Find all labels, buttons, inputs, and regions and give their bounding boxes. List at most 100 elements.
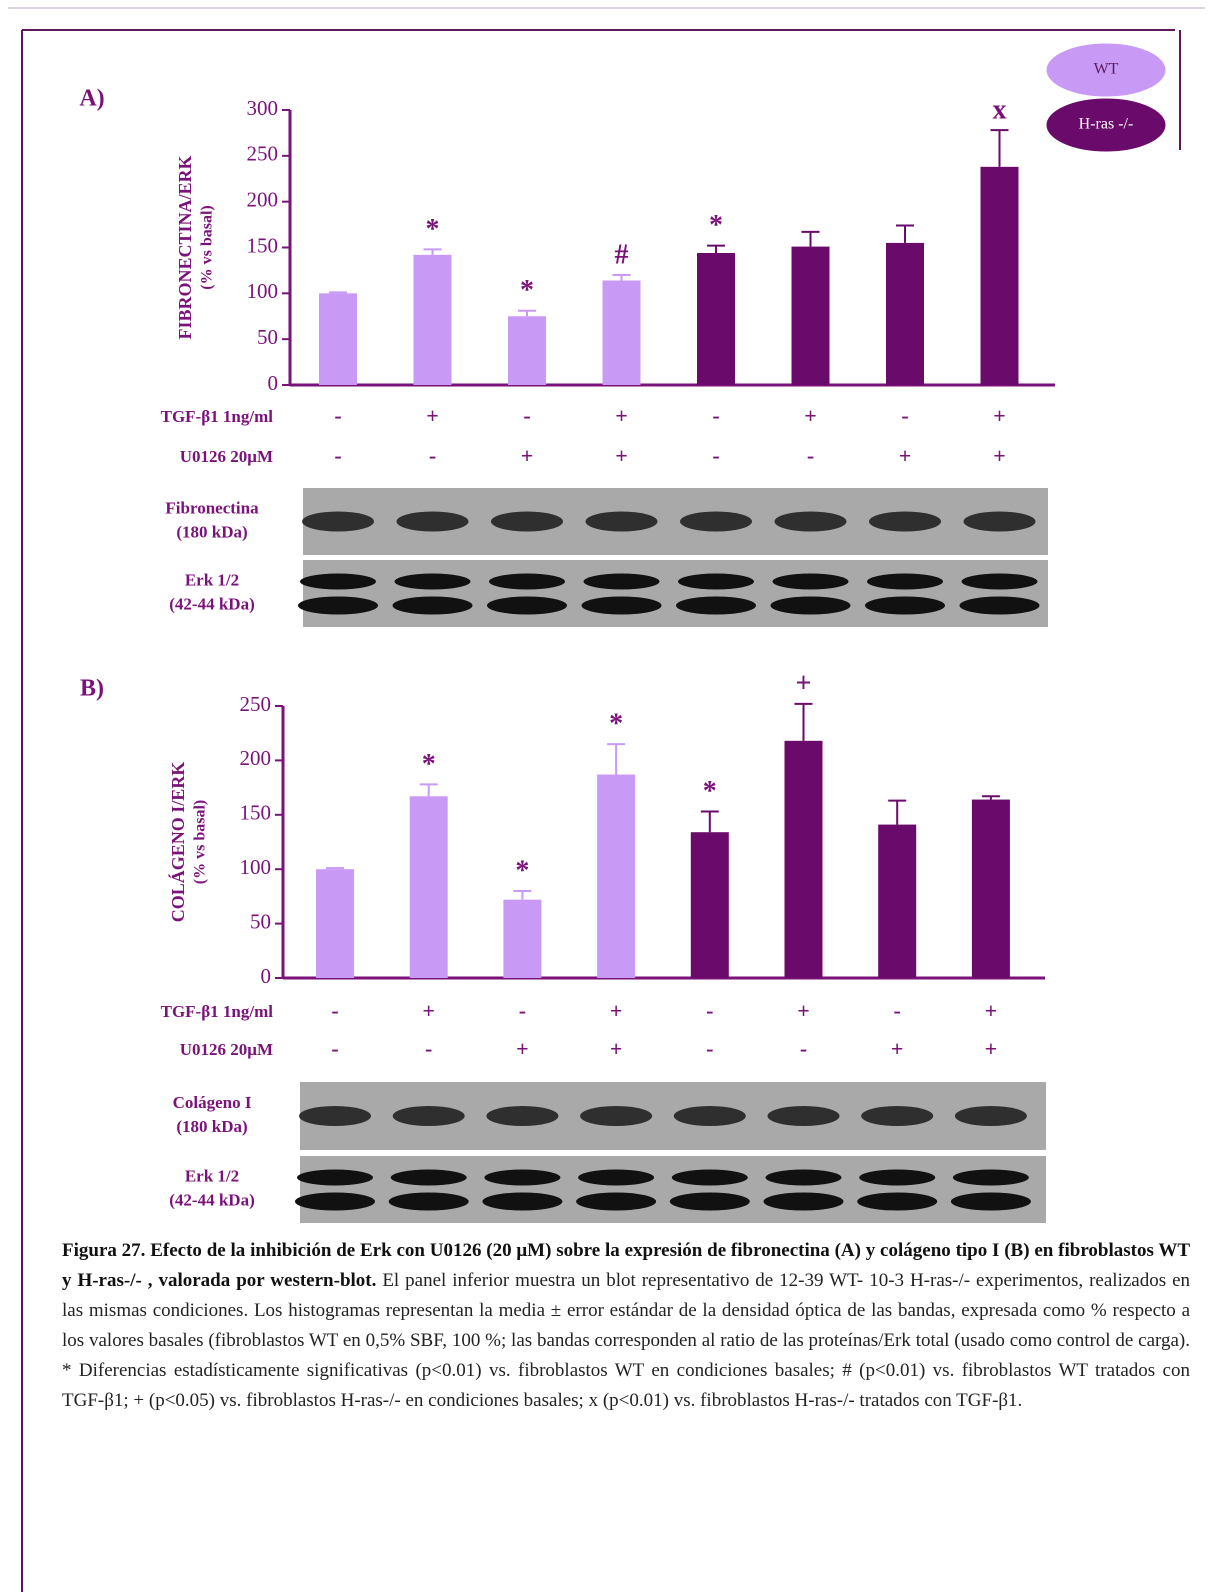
y-tick-label: 150: [240, 801, 272, 825]
y-tick-label: 0: [268, 371, 279, 395]
y-tick-label: 300: [247, 96, 279, 120]
treatment-sign: -: [334, 403, 341, 428]
y-axis-subtitle: (% vs basal): [192, 800, 209, 884]
blot-band: [768, 1106, 840, 1126]
bar: [508, 316, 546, 385]
treatment-sign: +: [521, 443, 534, 468]
blot-band: [766, 1170, 842, 1186]
blot-band: [299, 1106, 371, 1126]
bar: [410, 796, 448, 978]
bar: [319, 293, 357, 385]
significance-marker: *: [520, 275, 534, 306]
blot-band: [955, 1106, 1027, 1126]
bar: [886, 243, 924, 385]
blot-label: Erk 1/2: [185, 570, 239, 589]
y-tick-label: 50: [250, 909, 271, 933]
blot-band: [678, 574, 754, 590]
blot-label: Colágeno I: [173, 1093, 252, 1112]
y-tick-label: 100: [240, 855, 272, 879]
treatment-sign: -: [712, 443, 719, 468]
blot-image: [303, 560, 1048, 627]
blot-band: [489, 574, 565, 590]
blot-band: [393, 597, 473, 615]
significance-marker: #: [615, 239, 629, 270]
y-tick-label: 0: [261, 964, 272, 988]
bar: [972, 800, 1010, 978]
y-tick-label: 200: [247, 187, 279, 211]
blot-band: [869, 512, 941, 532]
y-axis-title: COLÁGENO I/ERK: [167, 762, 188, 923]
blot-sublabel: (42-44 kDa): [169, 1190, 254, 1209]
blot-sublabel: (180 kDa): [176, 1117, 247, 1136]
significance-marker: *: [703, 776, 717, 807]
row-label: U0126 20μM: [180, 447, 273, 466]
blot-label: Erk 1/2: [185, 1166, 239, 1185]
bar: [603, 281, 641, 386]
treatment-sign: -: [706, 1036, 713, 1061]
blot-band: [397, 512, 469, 532]
blot-band: [861, 1106, 933, 1126]
bar: [503, 900, 541, 978]
blot-band: [951, 1193, 1031, 1211]
y-axis-title: FIBRONECTINA/ERK: [175, 155, 195, 339]
blot-label: Fibronectina: [165, 498, 259, 517]
significance-marker: *: [422, 749, 436, 780]
significance-marker: *: [709, 210, 723, 241]
blot-band: [672, 1170, 748, 1186]
blot-band: [491, 512, 563, 532]
treatment-sign: +: [985, 1036, 998, 1061]
y-tick-label: 200: [240, 746, 272, 770]
row-label: U0126 20μM: [180, 1040, 273, 1059]
treatment-sign: -: [523, 403, 530, 428]
treatment-sign: +: [797, 998, 810, 1023]
treatment-sign: -: [331, 998, 338, 1023]
blot-band: [300, 574, 376, 590]
bar: [414, 255, 452, 385]
treatment-sign: +: [516, 1036, 529, 1061]
blot-band: [670, 1193, 750, 1211]
y-tick-label: 100: [247, 279, 279, 303]
treatment-sign: +: [804, 403, 817, 428]
blot-band: [680, 512, 752, 532]
significance-marker: *: [426, 214, 440, 245]
legend-label: H-ras -/-: [1079, 116, 1134, 133]
blot-band: [960, 597, 1040, 615]
blot-band: [393, 1106, 465, 1126]
treatment-sign: +: [426, 403, 439, 428]
blot-band: [578, 1170, 654, 1186]
blot-band: [298, 597, 378, 615]
significance-marker: *: [609, 709, 623, 740]
treatment-sign: -: [800, 1036, 807, 1061]
treatment-sign: +: [615, 443, 628, 468]
blot-band: [771, 597, 851, 615]
blot-band: [773, 574, 849, 590]
blot-band: [857, 1193, 937, 1211]
blot-band: [953, 1170, 1029, 1186]
blot-band: [586, 512, 658, 532]
blot-band: [580, 1106, 652, 1126]
significance-marker: x: [993, 95, 1007, 126]
blot-band: [674, 1106, 746, 1126]
bar: [597, 775, 635, 978]
blot-sublabel: (42-44 kDa): [169, 594, 254, 613]
bar: [981, 167, 1019, 385]
blot-band: [295, 1193, 375, 1211]
blot-band: [391, 1170, 467, 1186]
blot-sublabel: (180 kDa): [176, 522, 247, 541]
blot-band: [676, 597, 756, 615]
treatment-sign: +: [610, 998, 623, 1023]
bar: [792, 247, 830, 385]
treatment-sign: -: [334, 443, 341, 468]
treatment-sign: +: [422, 998, 435, 1023]
caption-text: El panel inferior muestra un blot repres…: [62, 1270, 1190, 1411]
page: WTH-ras -/-A)FIBRONECTINA/ERK(% vs basal…: [0, 0, 1211, 1592]
treatment-sign: -: [706, 998, 713, 1023]
blot-image: [300, 1156, 1046, 1223]
panel-label: A): [79, 86, 104, 112]
blot-band: [395, 574, 471, 590]
blot-band: [486, 1106, 558, 1126]
blot-band: [302, 512, 374, 532]
blot-band: [865, 597, 945, 615]
y-tick-label: 250: [247, 142, 279, 166]
y-tick-label: 150: [247, 233, 279, 257]
